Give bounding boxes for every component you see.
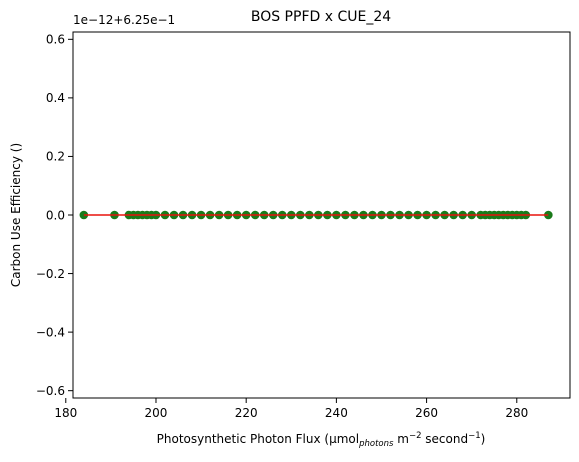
x-axis-label-sup1: −2 [409,431,422,441]
plot-area [79,210,553,220]
x-axis: 180 200 220 240 260 280 [54,398,528,420]
y-axis-label: Carbon Use Efficiency () [9,143,23,287]
axes-frame [72,31,571,399]
y-tick-label: 0.0 [46,208,65,222]
y-tick-label: 0.2 [46,150,65,164]
chart-title: BOS PPFD x CUE_24 [251,9,391,25]
y-tick-label: −0.6 [36,384,65,398]
y-offset-label: 1e−12+6.25e−1 [73,13,175,27]
x-axis-label-sub: photons [358,439,394,449]
x-axis-label-sup2: −1 [468,431,481,441]
y-tick-label: −0.4 [36,325,65,339]
data-point [79,210,89,220]
x-tick-label: 220 [235,406,258,420]
y-tick-label: 0.4 [46,91,65,105]
x-tick-label: 260 [415,406,438,420]
y-tick-label: 0.6 [46,33,65,47]
x-tick-label: 280 [505,406,528,420]
x-tick-label: 200 [145,406,168,420]
x-axis-label-prefix: Photosynthetic Photon Flux (µmol [157,432,359,446]
x-axis-label-mid1: m [393,432,409,446]
y-tick-label: −0.2 [36,267,65,281]
x-axis-label-suffix: ) [481,432,486,446]
x-tick-label: 180 [54,406,77,420]
y-axis: −0.6 −0.4 −0.2 0.0 0.2 0.4 0.6 [36,33,73,398]
x-tick-label: 240 [325,406,348,420]
x-axis-label: Photosynthetic Photon Flux (µmolphotons … [157,431,486,449]
x-axis-label-mid2: second [421,432,468,446]
